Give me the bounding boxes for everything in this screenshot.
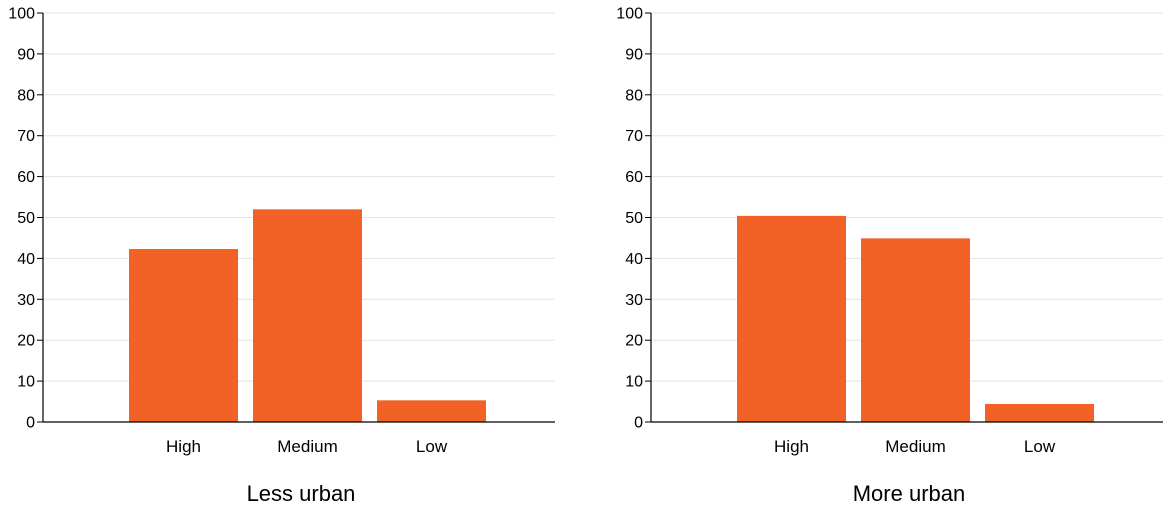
y-tick-label: 60 <box>625 169 643 186</box>
y-tick-label: 70 <box>17 128 35 145</box>
y-tick-label: 80 <box>17 87 35 104</box>
y-tick-label: 100 <box>616 6 643 23</box>
bar-low <box>985 404 1094 422</box>
y-tick-label: 60 <box>17 169 35 186</box>
y-tick-label: 30 <box>625 292 643 309</box>
y-tick-label: 50 <box>625 210 643 227</box>
bar-high <box>737 215 846 422</box>
bar-low <box>377 400 486 422</box>
y-tick-label: 40 <box>625 251 643 268</box>
bar-medium <box>253 209 362 422</box>
panel-title: Less urban <box>247 481 356 506</box>
bar-high <box>129 248 238 422</box>
y-tick-label: 30 <box>17 292 35 309</box>
y-tick-label: 50 <box>17 210 35 227</box>
y-tick-label: 40 <box>17 251 35 268</box>
y-tick-label: 70 <box>625 128 643 145</box>
x-tick-label: Low <box>416 437 448 456</box>
chart-panel-1: 0 10 20 30 40 50 60 70 80 90 100 High Medium Low Less … <box>8 6 555 506</box>
x-tick-label: Medium <box>277 437 337 456</box>
y-tick-label: 0 <box>634 415 643 432</box>
y-tick-label: 90 <box>17 46 35 63</box>
y-tick-label: 10 <box>625 374 643 391</box>
panel-title: More urban <box>853 481 966 506</box>
x-tick-label: High <box>166 437 201 456</box>
x-tick-label: High <box>774 437 809 456</box>
x-tick-label: Low <box>1024 437 1056 456</box>
y-tick-label: 90 <box>625 46 643 63</box>
y-tick-label: 80 <box>625 87 643 104</box>
y-tick-label: 20 <box>625 333 643 350</box>
y-tick-label: 20 <box>17 333 35 350</box>
y-tick-label: 10 <box>17 374 35 391</box>
y-tick-label: 100 <box>8 6 35 23</box>
chart-panel-2: 0 10 20 30 40 50 60 70 80 90 100 High Medium Low More … <box>616 6 1163 506</box>
bar-medium <box>861 238 970 422</box>
x-tick-label: Medium <box>885 437 945 456</box>
y-tick-label: 0 <box>26 415 35 432</box>
